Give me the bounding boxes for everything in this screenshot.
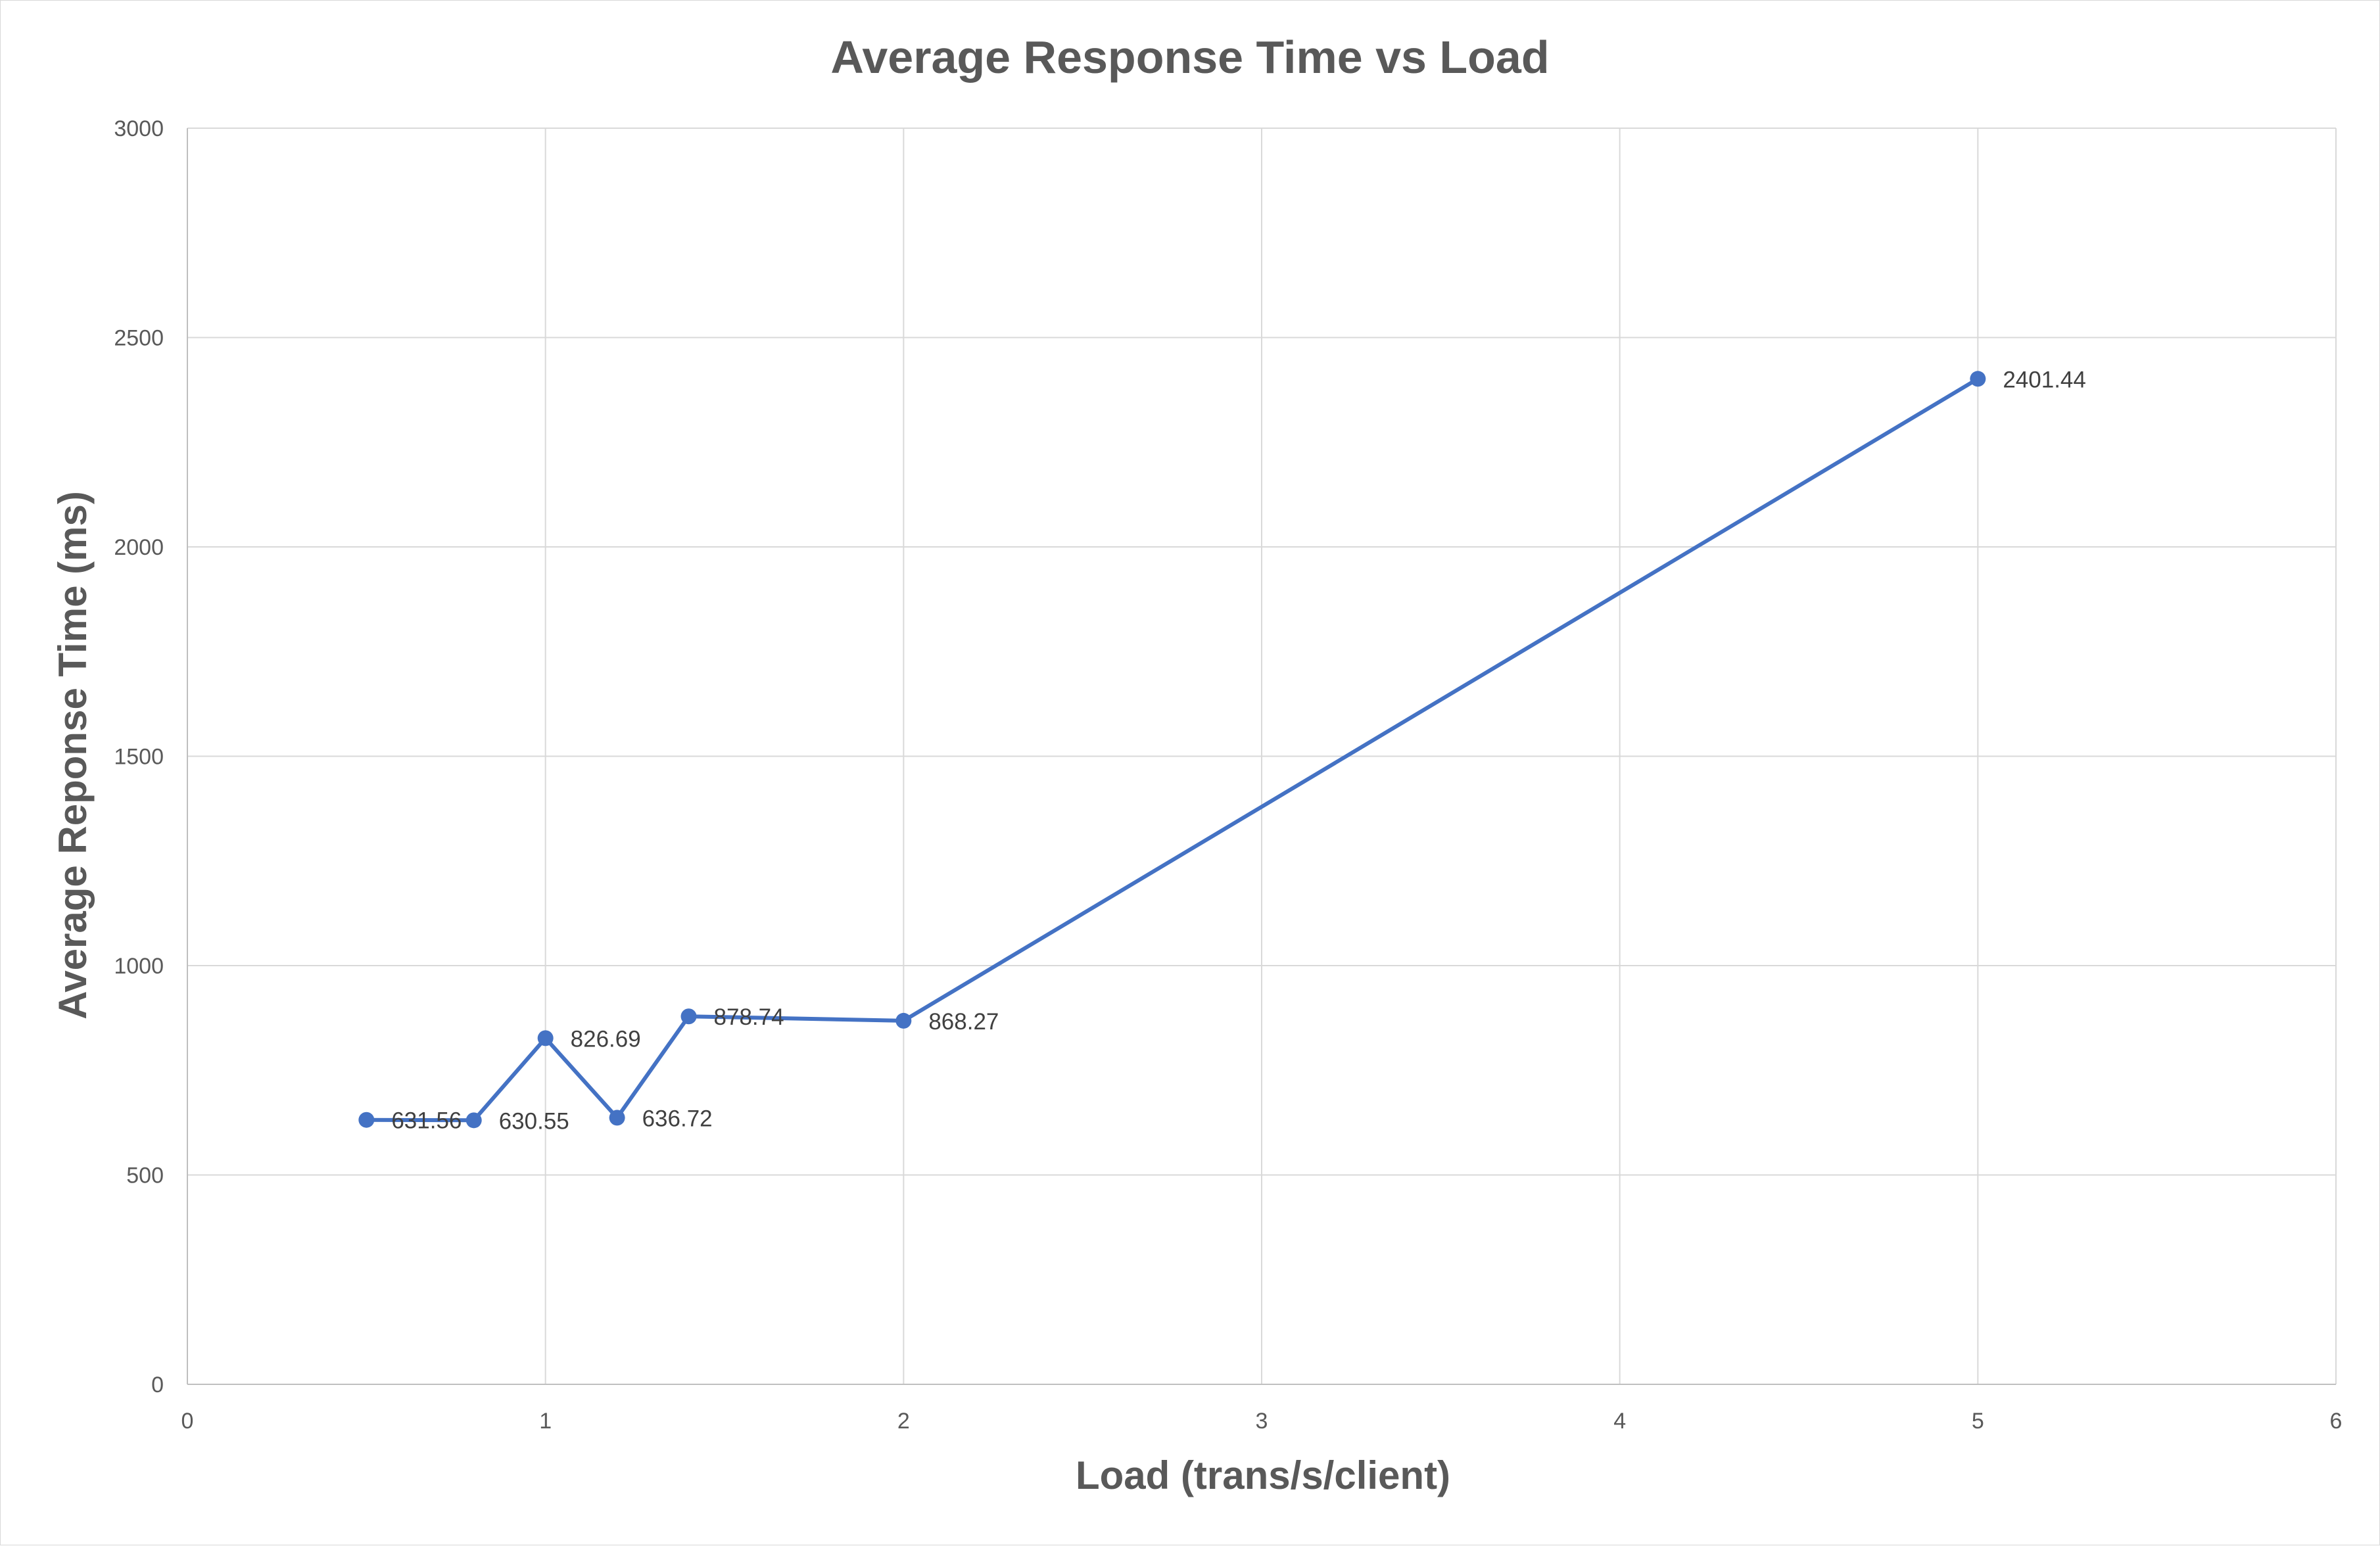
data-point	[680, 1008, 697, 1025]
chart-title: Average Response Time vs Load	[830, 32, 1549, 83]
data-point	[465, 1112, 482, 1129]
data-label: 2401.44	[2003, 367, 2086, 392]
x-axis-title: Load (trans/s/client)	[1076, 1453, 1450, 1497]
data-labels: 631.56 630.55 826.69 636.72 878.74 868.27 2401…	[391, 367, 2086, 1134]
x-tick-label: 4	[1613, 1409, 1626, 1434]
data-label: 878.74	[714, 1004, 784, 1030]
data-label: 631.56	[391, 1108, 462, 1134]
tick-labels: 0 500 1000 1500 2000 2500 3000 0 1 2 3 4 5 6	[114, 116, 2342, 1434]
data-label: 636.72	[642, 1106, 713, 1131]
data-series	[358, 371, 1986, 1129]
x-tick-label: 1	[539, 1409, 552, 1434]
x-tick-label: 0	[181, 1409, 194, 1434]
data-label: 826.69	[571, 1026, 641, 1052]
x-tick-label: 6	[2330, 1409, 2343, 1434]
gridlines	[187, 128, 2337, 1384]
data-label: 868.27	[928, 1009, 999, 1035]
y-tick-label: 1500	[114, 745, 164, 770]
data-point	[358, 1112, 375, 1128]
data-point	[609, 1110, 625, 1126]
x-tick-label: 3	[1256, 1409, 1268, 1434]
y-tick-label: 1000	[114, 954, 164, 979]
y-axis-title: Average Reponse Time (ms)	[51, 491, 95, 1020]
series-line	[366, 377, 1979, 1123]
axes	[187, 128, 2336, 1385]
x-tick-label: 5	[1972, 1409, 1984, 1434]
data-label: 630.55	[499, 1108, 569, 1134]
y-tick-label: 500	[126, 1163, 164, 1188]
y-tick-label: 0	[151, 1372, 164, 1397]
data-point	[895, 1012, 912, 1029]
x-tick-label: 2	[897, 1409, 910, 1434]
y-tick-label: 2500	[114, 326, 164, 351]
y-tick-label: 2000	[114, 535, 164, 560]
y-tick-label: 3000	[114, 116, 164, 141]
data-point	[1970, 371, 1986, 387]
data-point	[537, 1030, 554, 1046]
